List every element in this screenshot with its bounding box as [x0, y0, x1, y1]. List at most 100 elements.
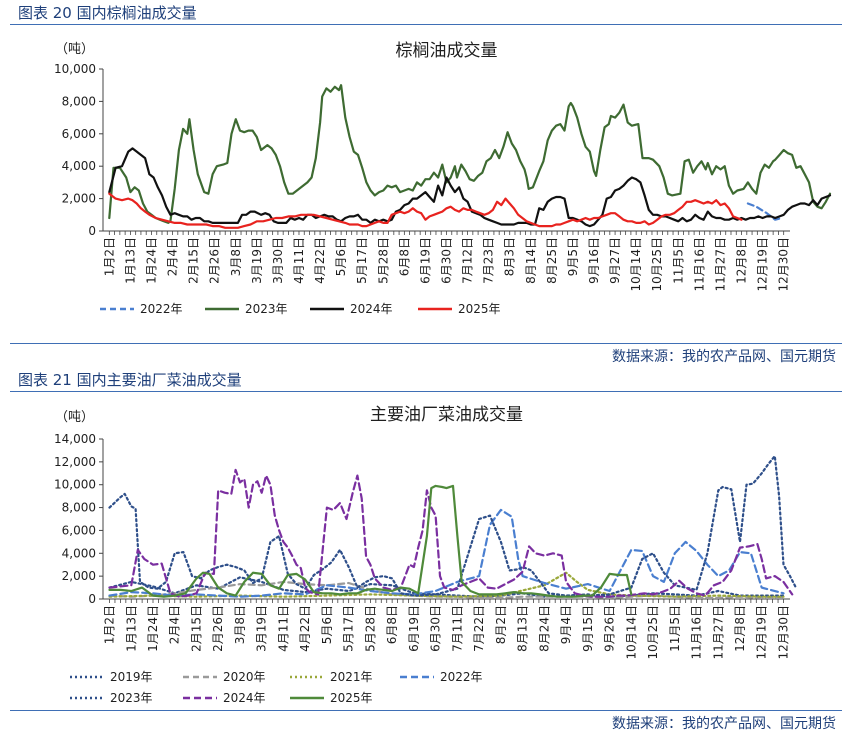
series-line-2025年 — [108, 484, 633, 598]
x-tick-label: 2月26日 — [211, 605, 225, 652]
x-tick-label: 12月19日 — [755, 605, 769, 660]
x-tick-label: 5月17日 — [342, 605, 356, 652]
x-tick-label: 9月5日 — [566, 237, 580, 276]
x-tick-label: 3月19日 — [255, 605, 269, 652]
x-tick-label: 3月8日 — [233, 605, 247, 644]
series-line-2022年 — [108, 508, 785, 598]
x-tick-label: 12月30日 — [776, 605, 790, 660]
x-tick-label: 9月16日 — [587, 237, 601, 284]
x-tick-label: 2月15日 — [189, 605, 203, 652]
legend-label: 2022年 — [140, 302, 183, 316]
x-tick-label: 7月11日 — [450, 605, 464, 652]
legend-label: 2021年 — [330, 670, 373, 684]
legend-label: 2024年 — [350, 302, 393, 316]
chart-palm-oil-volume: 棕榈油成交量 （吨） 0 2,000 4,000 6,000 8,000 10,000 1月2日… — [54, 41, 832, 316]
x-tick-label: 8月14日 — [524, 237, 538, 284]
x-tick-label: 11月16日 — [690, 605, 704, 660]
x-tick-label: 12月8日 — [733, 605, 747, 652]
x-tick-label: 11月5日 — [671, 237, 685, 284]
x-tick-label: 5月17日 — [355, 237, 369, 284]
x-tick-label: 5月6日 — [320, 605, 334, 644]
figure1-top-rule — [10, 24, 842, 25]
chart-rapeseed-oil-volume: 主要油厂菜油成交量 （吨） 0 2,000 4,000 6,000 8,000 10,000 1… — [54, 405, 798, 705]
x-tick-label: 8月3日 — [503, 237, 517, 276]
series-line-2025年 — [108, 192, 743, 229]
figure1-caption: 图表 20 国内棕榈油成交量 — [18, 4, 197, 22]
x-tick-label: 1月2日 — [103, 605, 117, 644]
y-tick-label: 10,000 — [54, 478, 96, 492]
x-tick-label: 1月13日 — [124, 605, 138, 652]
x-tick-label: 11月27日 — [711, 605, 725, 660]
y-unit-label: （吨） — [55, 42, 94, 57]
x-tick-label: 10月25日 — [646, 605, 660, 660]
y-tick-label: 8,000 — [62, 501, 96, 515]
y-tick-label: 2,000 — [62, 192, 96, 206]
x-tick-label: 6月30日 — [429, 605, 443, 652]
y-tick-label: 6,000 — [62, 127, 96, 141]
legend-label: 2020年 — [223, 670, 266, 684]
figure1-bottom-rule — [10, 343, 842, 344]
legend-label: 2025年 — [330, 691, 373, 705]
series-line-2023年 — [108, 454, 798, 597]
x-tick-label: 12月19日 — [756, 237, 770, 292]
y-tick-label: 2,000 — [62, 569, 96, 583]
x-tick-label: 1月24日 — [144, 237, 158, 284]
x-tick-label: 9月15日 — [581, 605, 595, 652]
chart-title: 棕榈油成交量 — [396, 41, 498, 61]
legend-label: 2022年 — [440, 670, 483, 684]
x-tick-label: 9月4日 — [559, 605, 573, 644]
chart-title: 主要油厂菜油成交量 — [370, 405, 523, 425]
x-tick-label: 4月11日 — [276, 605, 290, 652]
x-tick-label: 11月27日 — [713, 237, 727, 292]
x-tick-label: 2月4日 — [168, 605, 182, 644]
x-tick-label: 2月15日 — [187, 237, 201, 284]
y-tick-label: 12,000 — [54, 455, 96, 469]
x-tick-label: 4月11日 — [292, 237, 306, 284]
x-tick-label: 1月2日 — [102, 237, 116, 276]
x-tick-label: 4月22日 — [298, 605, 312, 652]
x-tick-label: 7月12日 — [461, 237, 475, 284]
x-tick-label: 8月25日 — [545, 237, 559, 284]
x-tick-label: 6月19日 — [407, 605, 421, 652]
x-tick-label: 9月26日 — [603, 605, 617, 652]
x-tick-label: 11月5日 — [668, 605, 682, 652]
x-tick-label: 12月8日 — [735, 237, 749, 284]
x-tick-label: 11月16日 — [692, 237, 706, 292]
legend-label: 2023年 — [110, 691, 153, 705]
x-tick-label: 8月13日 — [516, 605, 530, 652]
x-tick-label: 9月27日 — [608, 237, 622, 284]
x-tick-label: 7月22日 — [472, 605, 486, 652]
y-tick-label: 0 — [88, 592, 96, 606]
x-tick-label: 2月26日 — [208, 237, 222, 284]
x-tick-label: 6月8日 — [385, 605, 399, 644]
x-tick-label: 1月13日 — [123, 237, 137, 284]
x-tick-label: 3月30日 — [271, 237, 285, 284]
y-tick-label: 4,000 — [62, 159, 96, 173]
x-tick-label: 6月8日 — [397, 237, 411, 276]
figure2-caption: 图表 21 国内主要油厂菜油成交量 — [18, 371, 242, 389]
figure1-source: 数据来源：我的农产品网、国元期货 — [612, 349, 836, 365]
y-tick-label: 6,000 — [62, 523, 96, 537]
legend-label: 2025年 — [458, 302, 501, 316]
x-tick-label: 5月28日 — [376, 237, 390, 284]
x-tick-label: 3月19日 — [250, 237, 264, 284]
x-tick-label: 1月24日 — [146, 605, 160, 652]
y-unit-label: （吨） — [55, 410, 94, 425]
x-tick-label: 2月4日 — [166, 237, 180, 276]
x-tick-label: 6月30日 — [440, 237, 454, 284]
x-tick-label: 8月2日 — [494, 605, 508, 644]
y-tick-label: 10,000 — [54, 62, 96, 76]
figure2-source: 数据来源：我的农产品网、国元期货 — [612, 716, 836, 732]
x-tick-label: 10月25日 — [650, 237, 664, 292]
x-tick-label: 4月22日 — [313, 237, 327, 284]
x-tick-label: 12月30日 — [777, 237, 791, 292]
x-tick-label: 5月28日 — [363, 605, 377, 652]
y-tick-label: 4,000 — [62, 546, 96, 560]
y-tick-label: 8,000 — [62, 94, 96, 108]
legend-label: 2019年 — [110, 670, 153, 684]
x-tick-label: 8月24日 — [537, 605, 551, 652]
figure2-bottom-rule — [10, 710, 842, 711]
x-tick-label: 10月14日 — [629, 237, 643, 292]
figure2-top-rule — [10, 391, 842, 392]
series-line-2023年 — [108, 84, 832, 224]
